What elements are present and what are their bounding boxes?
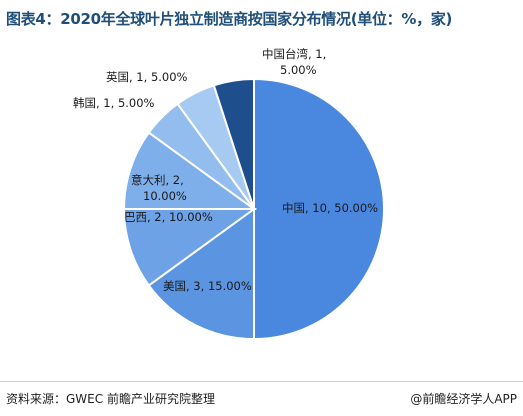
pie-data-label-line: 美国, 3, 15.00% [163, 279, 252, 293]
pie-data-label-line: 英国, 1, 5.00% [106, 70, 188, 84]
pie-slice-2 [147, 207, 255, 341]
pie-data-label-line: 10.00% [143, 189, 187, 203]
pie-data-labels: 中国, 10, 50.00% 美国, 3, 15.00% 巴西, 2, 10.00%… [73, 47, 378, 293]
pie-data-label-line: 5.00% [280, 63, 317, 77]
pie-slice-3 [122, 208, 258, 287]
source-note: 资料来源：GWEC 前瞻产业研究院整理 [6, 392, 215, 406]
pie-data-label-line: 中国台湾, 1, [262, 47, 326, 61]
pie-data-label-line: 中国, 10, 50.00% [282, 201, 378, 215]
pie-data-label-7: 中国台湾, 1, 5.00% [262, 47, 326, 77]
pie-slice-7 [212, 77, 255, 210]
pie-data-label-3: 巴西, 2, 10.00% [124, 210, 213, 224]
pie-slices [122, 77, 385, 341]
chart-title: 图表4：2020年全球叶片独立制造商按国家分布情况(单位：%，家) [6, 10, 453, 28]
pie-data-label-5: 韩国, 1, 5.00% [73, 96, 155, 110]
pie-data-label-1: 中国, 10, 50.00% [282, 201, 378, 215]
pie-data-label-6: 英国, 1, 5.00% [106, 70, 188, 84]
pie-slice-1 [253, 77, 385, 341]
pie-data-label-line: 巴西, 2, 10.00% [124, 210, 213, 224]
pie-data-label-line: 意大利, 2, [131, 173, 184, 187]
brand-credit: @前瞻经济学人APP [410, 392, 517, 406]
pie-data-label-4: 意大利, 2, 10.00% [131, 173, 187, 203]
footer: 资料来源：GWEC 前瞻产业研究院整理 @前瞻经济学人APP [0, 381, 523, 416]
pie-data-label-2: 美国, 3, 15.00% [163, 279, 252, 293]
pie-chart: 中国, 10, 50.00% 美国, 3, 15.00% 巴西, 2, 10.00%… [73, 47, 385, 341]
pie-data-label-line: 韩国, 1, 5.00% [73, 96, 155, 110]
pie-slice-4 [122, 131, 258, 210]
